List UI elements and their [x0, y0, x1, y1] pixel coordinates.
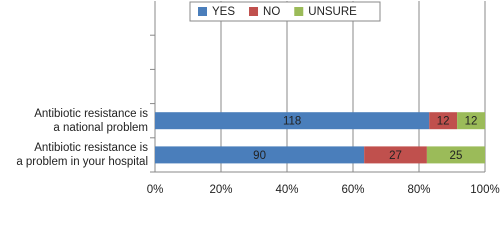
y-tick-label: Antibiotic resistance is a problem in yo… [16, 141, 148, 168]
data-label: 90 [253, 150, 266, 162]
data-label: 12 [437, 116, 450, 128]
data-label: 27 [389, 150, 402, 162]
bar-segment [426, 146, 485, 164]
data-label: 118 [283, 116, 301, 128]
chart: 0% 20% 40% 60% 80% 100% 118 12 12 90 27 25 YES NO UNSU… [147, 1, 500, 196]
legend-label: YES [212, 6, 235, 18]
data-label: 12 [465, 116, 478, 128]
x-tick-label: 80% [407, 184, 430, 196]
bar-segment [155, 112, 430, 130]
legend-label: UNSURE [308, 6, 357, 18]
page: 0% 20% 40% 60% 80% 100% 118 12 12 90 27 25 YES NO UNSU… [16, 1, 500, 197]
y-tick-label: Antibiotic resistance is a national prob… [34, 107, 148, 134]
x-tick-label: 0% [147, 184, 164, 196]
data-label: 25 [450, 150, 463, 162]
legend-box [189, 1, 381, 22]
bar-segment [457, 112, 485, 130]
bar-segment [155, 146, 365, 164]
bar-segment [429, 112, 458, 130]
legend-label: NO [263, 6, 280, 18]
x-tick-label: 20% [209, 184, 232, 196]
x-tick-label: 60% [341, 184, 364, 196]
bar-segment [364, 146, 427, 164]
x-tick-label: 100% [470, 184, 499, 196]
legend-swatch [294, 7, 304, 16]
x-tick-label: 40% [275, 184, 298, 196]
legend-swatch [198, 7, 207, 16]
legend: YES NO UNSURE [189, 1, 381, 22]
legend-swatch [249, 7, 259, 16]
